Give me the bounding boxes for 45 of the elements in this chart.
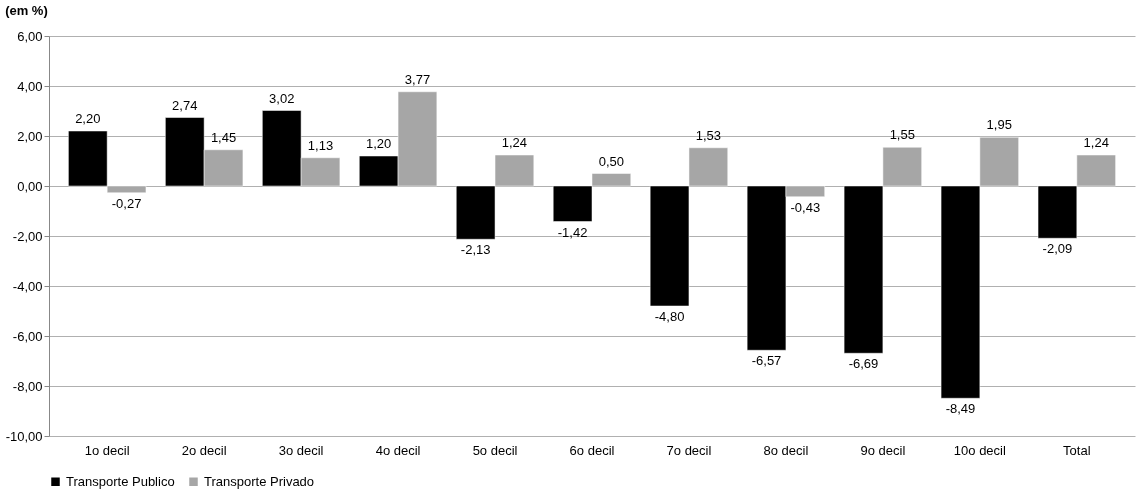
data-label: 3,77 (404, 71, 431, 87)
data-label: 1,24 (1083, 135, 1109, 150)
data-label: -8,49 (945, 401, 976, 417)
y-tick-label: 0,00 (17, 178, 43, 194)
legend-label: Transporte Privado (204, 473, 315, 489)
data-label: 1,55 (889, 127, 915, 143)
data-label: 1,13 (307, 137, 334, 153)
data-label: 2,74 (172, 97, 198, 113)
data-label: -2,09 (1042, 241, 1073, 257)
data-label: -2,13 (460, 242, 491, 258)
y-tick-label: -10,00 (5, 428, 43, 444)
x-tick-label: Total (1063, 442, 1091, 458)
data-label: 1,53 (695, 127, 722, 143)
x-tick-label: 6o decil (569, 442, 615, 458)
data-label: 2,20 (75, 111, 101, 126)
data-label: 0,50 (598, 153, 625, 169)
legend-label: Transporte Publico (66, 473, 175, 489)
data-label: 1,95 (986, 117, 1012, 133)
data-label: -0,43 (790, 199, 821, 215)
y-tick-label: 6,00 (17, 28, 43, 44)
y-tick-label: 2,00 (17, 128, 43, 144)
x-tick-label: 9o decil (860, 442, 906, 458)
x-tick-label: 3o decil (278, 442, 324, 458)
x-tick-label: 2o decil (181, 442, 227, 458)
y-tick-label: -2,00 (12, 228, 43, 244)
x-tick-label: 5o decil (472, 442, 518, 458)
y-tick-label: -6,00 (12, 328, 43, 344)
data-label: -1,42 (557, 224, 588, 240)
data-label: -6,69 (848, 356, 879, 372)
data-label: 3,02 (269, 90, 295, 106)
x-tick-label: 1o decil (84, 442, 130, 458)
data-label: 1,20 (366, 136, 392, 151)
data-label: 1,45 (210, 129, 237, 145)
data-label: 1,24 (501, 135, 528, 150)
x-tick-label: 4o decil (375, 442, 421, 458)
y-tick-label: -4,00 (12, 278, 43, 294)
y-tick-label: -8,00 (12, 378, 43, 394)
x-tick-label: 7o decil (666, 442, 712, 458)
y-tick-label: 4,00 (17, 78, 43, 94)
data-label: -0,27 (111, 195, 142, 211)
y-axis-title: (em %) (5, 3, 48, 18)
data-label: -6,57 (751, 353, 782, 369)
data-label: -4,80 (654, 309, 685, 324)
x-tick-label: 8o decil (763, 442, 809, 458)
x-tick-label: 10o decil (953, 442, 1006, 458)
